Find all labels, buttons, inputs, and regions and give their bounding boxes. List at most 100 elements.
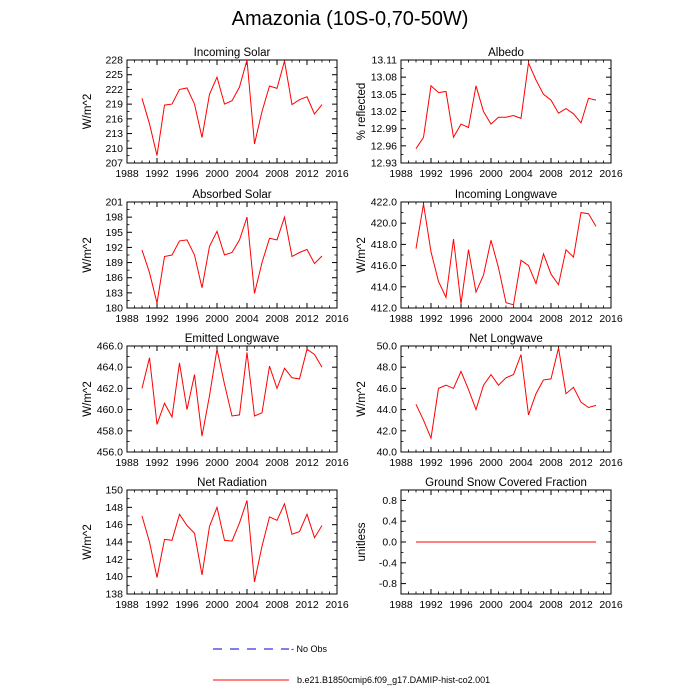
x-tick-label: 1992 — [419, 457, 443, 469]
y-tick-label: 192 — [105, 242, 123, 254]
y-axis-label: unitless — [356, 522, 368, 561]
panel-2: Albedo % reflected 1988 1992 1996 2000 2004 200… — [356, 47, 623, 180]
x-tick-label: 2016 — [599, 168, 623, 180]
x-tick-label: 2008 — [265, 599, 289, 611]
y-tick-label: 40.0 — [377, 447, 398, 459]
legend-obs-label: - No Obs — [291, 644, 328, 654]
x-tick-label: 2016 — [599, 599, 623, 611]
series-line — [415, 61, 597, 149]
y-axis-label: W/m^2 — [356, 381, 368, 416]
y-tick-label: 228 — [105, 55, 123, 67]
panel-3: Absorbed Solar W/m^2 1988 1992 1996 2000 2004 2… — [82, 189, 349, 325]
y-tick-label: 458.0 — [97, 425, 123, 437]
y-tick-label: 207 — [105, 158, 123, 170]
y-tick-label: 44.0 — [377, 404, 398, 416]
y-tick-label: 0.0 — [382, 537, 397, 549]
page-title: Amazonia (10S-0,70-50W) — [231, 8, 469, 30]
y-tick-label: 138 — [105, 589, 123, 601]
y-tick-label: 13.05 — [371, 89, 397, 101]
y-tick-label: 150 — [105, 485, 123, 497]
y-axis-label: W/m^2 — [356, 237, 368, 272]
x-tick-label: 1988 — [389, 313, 413, 325]
y-tick-label: 414.0 — [371, 281, 397, 293]
x-tick-label: 1992 — [145, 457, 169, 469]
x-tick-label: 2012 — [569, 457, 593, 469]
x-tick-label: 2012 — [295, 168, 319, 180]
x-tick-label: 2016 — [325, 599, 349, 611]
y-tick-label: 186 — [105, 272, 123, 284]
y-tick-label: 456.0 — [97, 447, 123, 459]
y-tick-label: 219 — [105, 99, 123, 111]
x-tick-label: 1988 — [389, 599, 413, 611]
x-tick-label: 2008 — [265, 168, 289, 180]
y-tick-label: 210 — [105, 143, 123, 155]
x-tick-label: 2012 — [569, 168, 593, 180]
x-tick-label: 2008 — [265, 313, 289, 325]
y-tick-label: -0.4 — [379, 557, 397, 569]
y-tick-label: 140 — [105, 571, 123, 583]
y-tick-label: 0.8 — [382, 495, 397, 507]
panel-title: Emitted Longwave — [185, 333, 280, 345]
x-tick-label: 2004 — [509, 457, 533, 469]
x-tick-label: 2016 — [599, 313, 623, 325]
x-tick-label: 1996 — [449, 457, 473, 469]
plot-frame — [400, 201, 612, 309]
y-tick-label: 464.0 — [97, 362, 123, 374]
x-tick-label: 2004 — [235, 457, 259, 469]
x-tick-label: 2008 — [539, 313, 563, 325]
y-tick-label: 12.96 — [371, 140, 397, 152]
y-tick-label: 198 — [105, 212, 123, 224]
panel-title: Incoming Solar — [194, 47, 271, 59]
y-tick-label: 222 — [105, 84, 123, 96]
panel-title: Ground Snow Covered Fraction — [425, 477, 587, 489]
x-tick-label: 2000 — [205, 168, 229, 180]
x-tick-label: 2000 — [479, 599, 503, 611]
x-tick-label: 2004 — [509, 599, 533, 611]
y-tick-label: 142 — [105, 554, 123, 566]
x-tick-label: 2004 — [509, 313, 533, 325]
x-tick-label: 2000 — [479, 168, 503, 180]
series-line — [141, 59, 323, 156]
y-tick-label: 420.0 — [371, 218, 397, 230]
plot-frame — [126, 345, 338, 453]
x-tick-label: 2000 — [479, 457, 503, 469]
y-tick-label: 0.4 — [382, 516, 397, 528]
x-tick-label: 2016 — [325, 457, 349, 469]
x-tick-label: 1988 — [115, 313, 139, 325]
x-tick-label: 2016 — [325, 313, 349, 325]
x-tick-label: 1988 — [389, 457, 413, 469]
panel-title: Incoming Longwave — [455, 189, 557, 201]
y-tick-label: 412.0 — [371, 303, 397, 315]
y-tick-label: 418.0 — [371, 239, 397, 251]
x-tick-label: 1996 — [175, 168, 199, 180]
y-tick-label: 422.0 — [371, 197, 397, 209]
panel-1: Incoming Solar W/m^2 1988 1992 1996 2000 2004 2… — [82, 47, 349, 180]
y-axis-label: % reflected — [356, 83, 368, 141]
series-line — [415, 347, 597, 441]
y-tick-label: -0.8 — [379, 578, 397, 590]
x-tick-label: 1996 — [449, 168, 473, 180]
panel-title: Absorbed Solar — [192, 189, 271, 201]
x-tick-label: 1996 — [449, 313, 473, 325]
y-tick-label: 144 — [105, 537, 123, 549]
y-tick-label: 183 — [105, 287, 123, 299]
y-tick-label: 225 — [105, 69, 123, 81]
x-tick-label: 1992 — [419, 313, 443, 325]
y-tick-label: 195 — [105, 227, 123, 239]
y-tick-label: 148 — [105, 502, 123, 514]
panel-4: Incoming Longwave W/m^2 1988 1992 1996 2000 20… — [356, 189, 623, 325]
y-tick-label: 46.0 — [377, 383, 398, 395]
x-tick-label: 2004 — [509, 168, 533, 180]
x-tick-label: 1992 — [419, 599, 443, 611]
x-tick-label: 2012 — [295, 599, 319, 611]
y-tick-label: 462.0 — [97, 383, 123, 395]
series-line — [141, 500, 323, 583]
y-axis-label: W/m^2 — [82, 524, 94, 559]
x-tick-label: 2000 — [479, 313, 503, 325]
x-tick-label: 2004 — [235, 313, 259, 325]
x-tick-label: 1996 — [175, 457, 199, 469]
x-tick-label: 2000 — [205, 313, 229, 325]
y-tick-label: 189 — [105, 257, 123, 269]
plot-frame — [126, 489, 338, 595]
series-line — [141, 348, 323, 437]
